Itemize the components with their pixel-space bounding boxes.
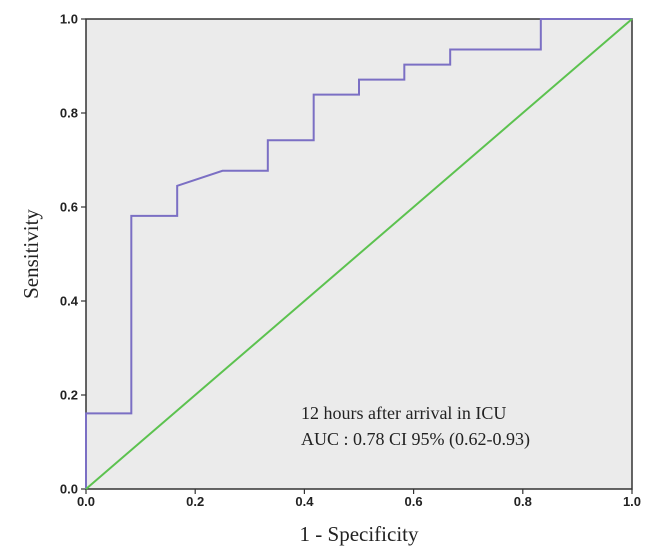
x-tick-label: 0.0 <box>77 494 95 509</box>
x-axis-title: 1 - Specificity <box>300 522 419 546</box>
y-tick-label: 0.4 <box>60 294 79 309</box>
y-tick-label: 1.0 <box>60 12 78 27</box>
y-tick-label: 0.6 <box>60 200 78 215</box>
y-axis-title: Sensitivity <box>19 209 43 299</box>
annotation-line-1: 12 hours after arrival in ICU <box>301 403 506 423</box>
roc-curve-line <box>85 18 632 489</box>
y-tick-label: 0.8 <box>60 106 78 121</box>
x-tick-label: 0.8 <box>514 494 532 509</box>
annotation-line-2: AUC : 0.78 CI 95% (0.62-0.93) <box>301 429 530 450</box>
x-tick-label: 0.2 <box>186 494 204 509</box>
x-tick-label: 1.0 <box>623 494 641 509</box>
y-tick-label: 0.2 <box>60 388 78 403</box>
y-tick-label: 0.0 <box>60 482 78 497</box>
axis-ticks: 0.0 0.2 0.4 0.6 0.8 1.0 0.0 0.2 0.4 0.6 0.8 1.0 <box>60 12 641 510</box>
series-layer <box>85 18 633 490</box>
x-tick-label: 0.6 <box>405 494 423 509</box>
x-tick-label: 0.4 <box>295 494 314 509</box>
reference-diagonal-line <box>85 18 633 490</box>
